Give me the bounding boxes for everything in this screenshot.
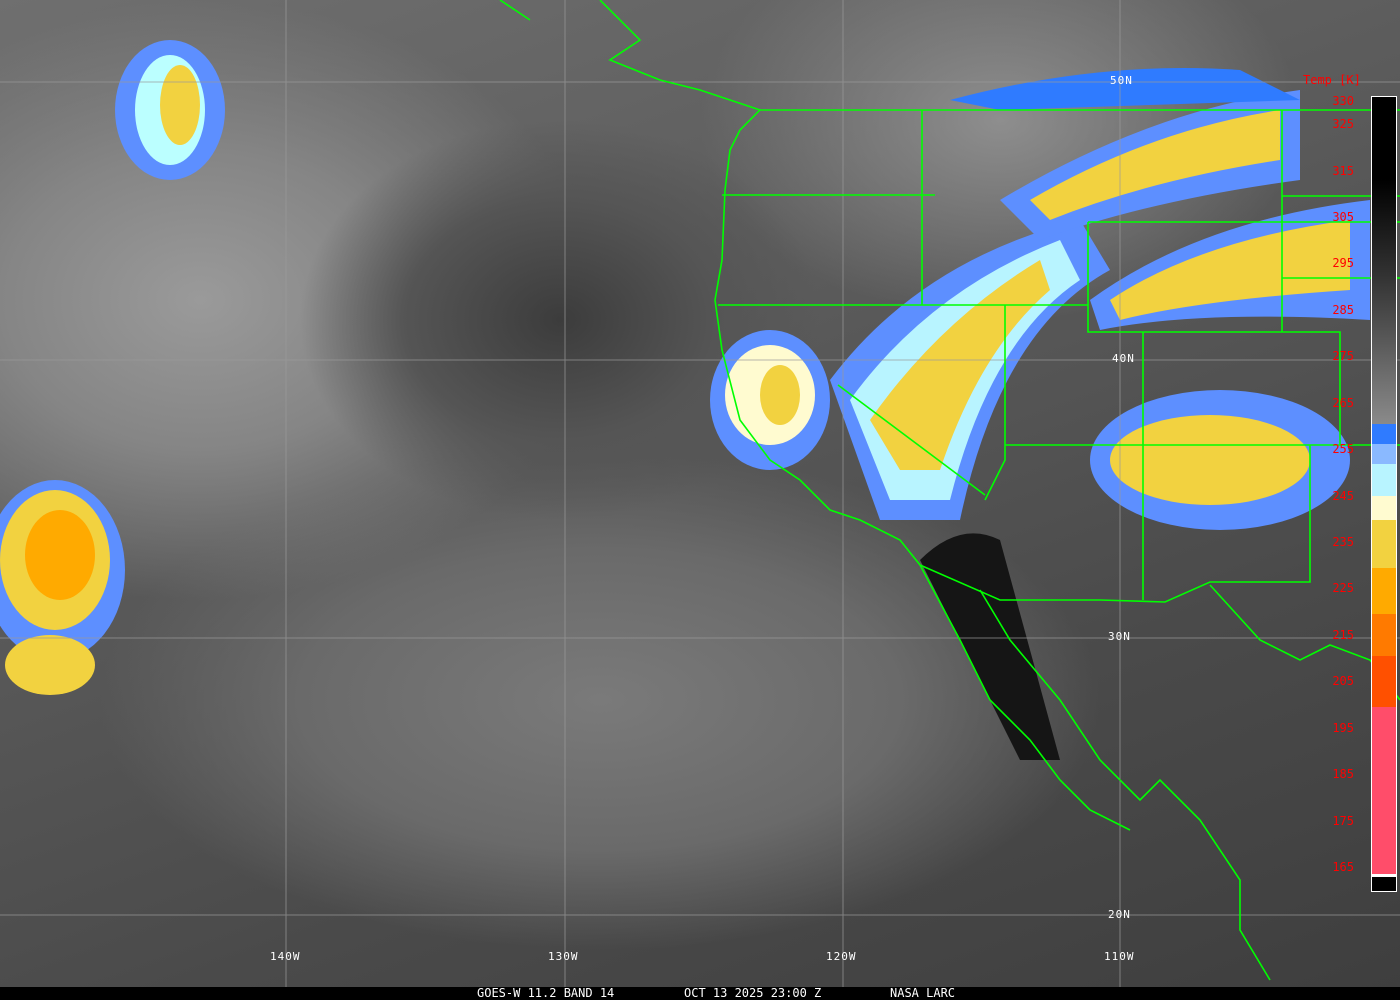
colorbar-tick-label: 165 [1332, 860, 1354, 874]
lon-label-140w: 140W [270, 950, 301, 963]
colorbar-tick-label: 215 [1332, 627, 1354, 642]
caption-source: NASA LARC [890, 986, 956, 1000]
cloud-features [0, 40, 1370, 760]
colorbar-white-segment [1372, 874, 1396, 877]
colorbar-tick-label: 305 [1332, 210, 1354, 225]
colorbar-title: Temp [K] [1303, 73, 1361, 87]
colorbar-tick-label: 275 [1332, 349, 1354, 364]
colorbar-red-orange-segment [1372, 656, 1396, 707]
colorbar-tick-label: 245 [1332, 488, 1354, 503]
colorbar-cyan-segment [1372, 464, 1396, 496]
colorbar-dark-orange-segment [1372, 614, 1396, 656]
temperature-colorbar [1371, 96, 1397, 892]
colorbar-tick-label: 185 [1332, 767, 1354, 782]
caption-satellite: GOES-W 11.2 BAND 14 [477, 986, 615, 1000]
colorbar-tick-label: 195 [1332, 720, 1354, 735]
colorbar-tick-label: 265 [1332, 395, 1354, 410]
colorbar-pink-segment [1372, 707, 1396, 874]
lat-label-50n: 50N [1110, 74, 1133, 87]
lon-label-120w: 120W [826, 950, 857, 963]
caption-datetime: OCT 13 2025 23:00 Z [684, 986, 822, 1000]
image-caption: GOES-W 11.2 BAND 14 OCT 13 2025 23:00 Z NA… [0, 987, 1400, 1000]
colorbar-light-blue-segment [1372, 444, 1396, 464]
lat-label-40n: 40N [1112, 352, 1135, 365]
colorbar-tick-label: 325 [1332, 117, 1354, 132]
colorbar-tick-label: 295 [1332, 256, 1354, 271]
colorbar-tick-label: 285 [1332, 302, 1354, 317]
lat-label-20n: 20N [1108, 908, 1131, 921]
colorbar-tick-label: 225 [1332, 581, 1354, 596]
lon-label-130w: 130W [548, 950, 579, 963]
colorbar-tick-label: 235 [1332, 535, 1354, 550]
colorbar-yellow-segment [1372, 520, 1396, 568]
colorbar-blue-segment [1372, 424, 1396, 444]
coastlines-and-borders [499, 0, 1400, 981]
colorbar-gray-segment [1372, 97, 1396, 424]
lon-label-110w: 110W [1104, 950, 1135, 963]
colorbar-pale-yellow-segment [1372, 496, 1396, 520]
colorbar-orange-segment [1372, 568, 1396, 614]
lat-label-30n: 30N [1108, 630, 1131, 643]
colorbar-tick-label: 330 [1332, 94, 1354, 108]
colorbar-tick-label: 315 [1332, 163, 1354, 178]
colorbar-tick-label: 175 [1332, 813, 1354, 828]
colorbar-tick-label: 255 [1332, 442, 1354, 457]
colorbar-tick-label: 205 [1332, 674, 1354, 689]
